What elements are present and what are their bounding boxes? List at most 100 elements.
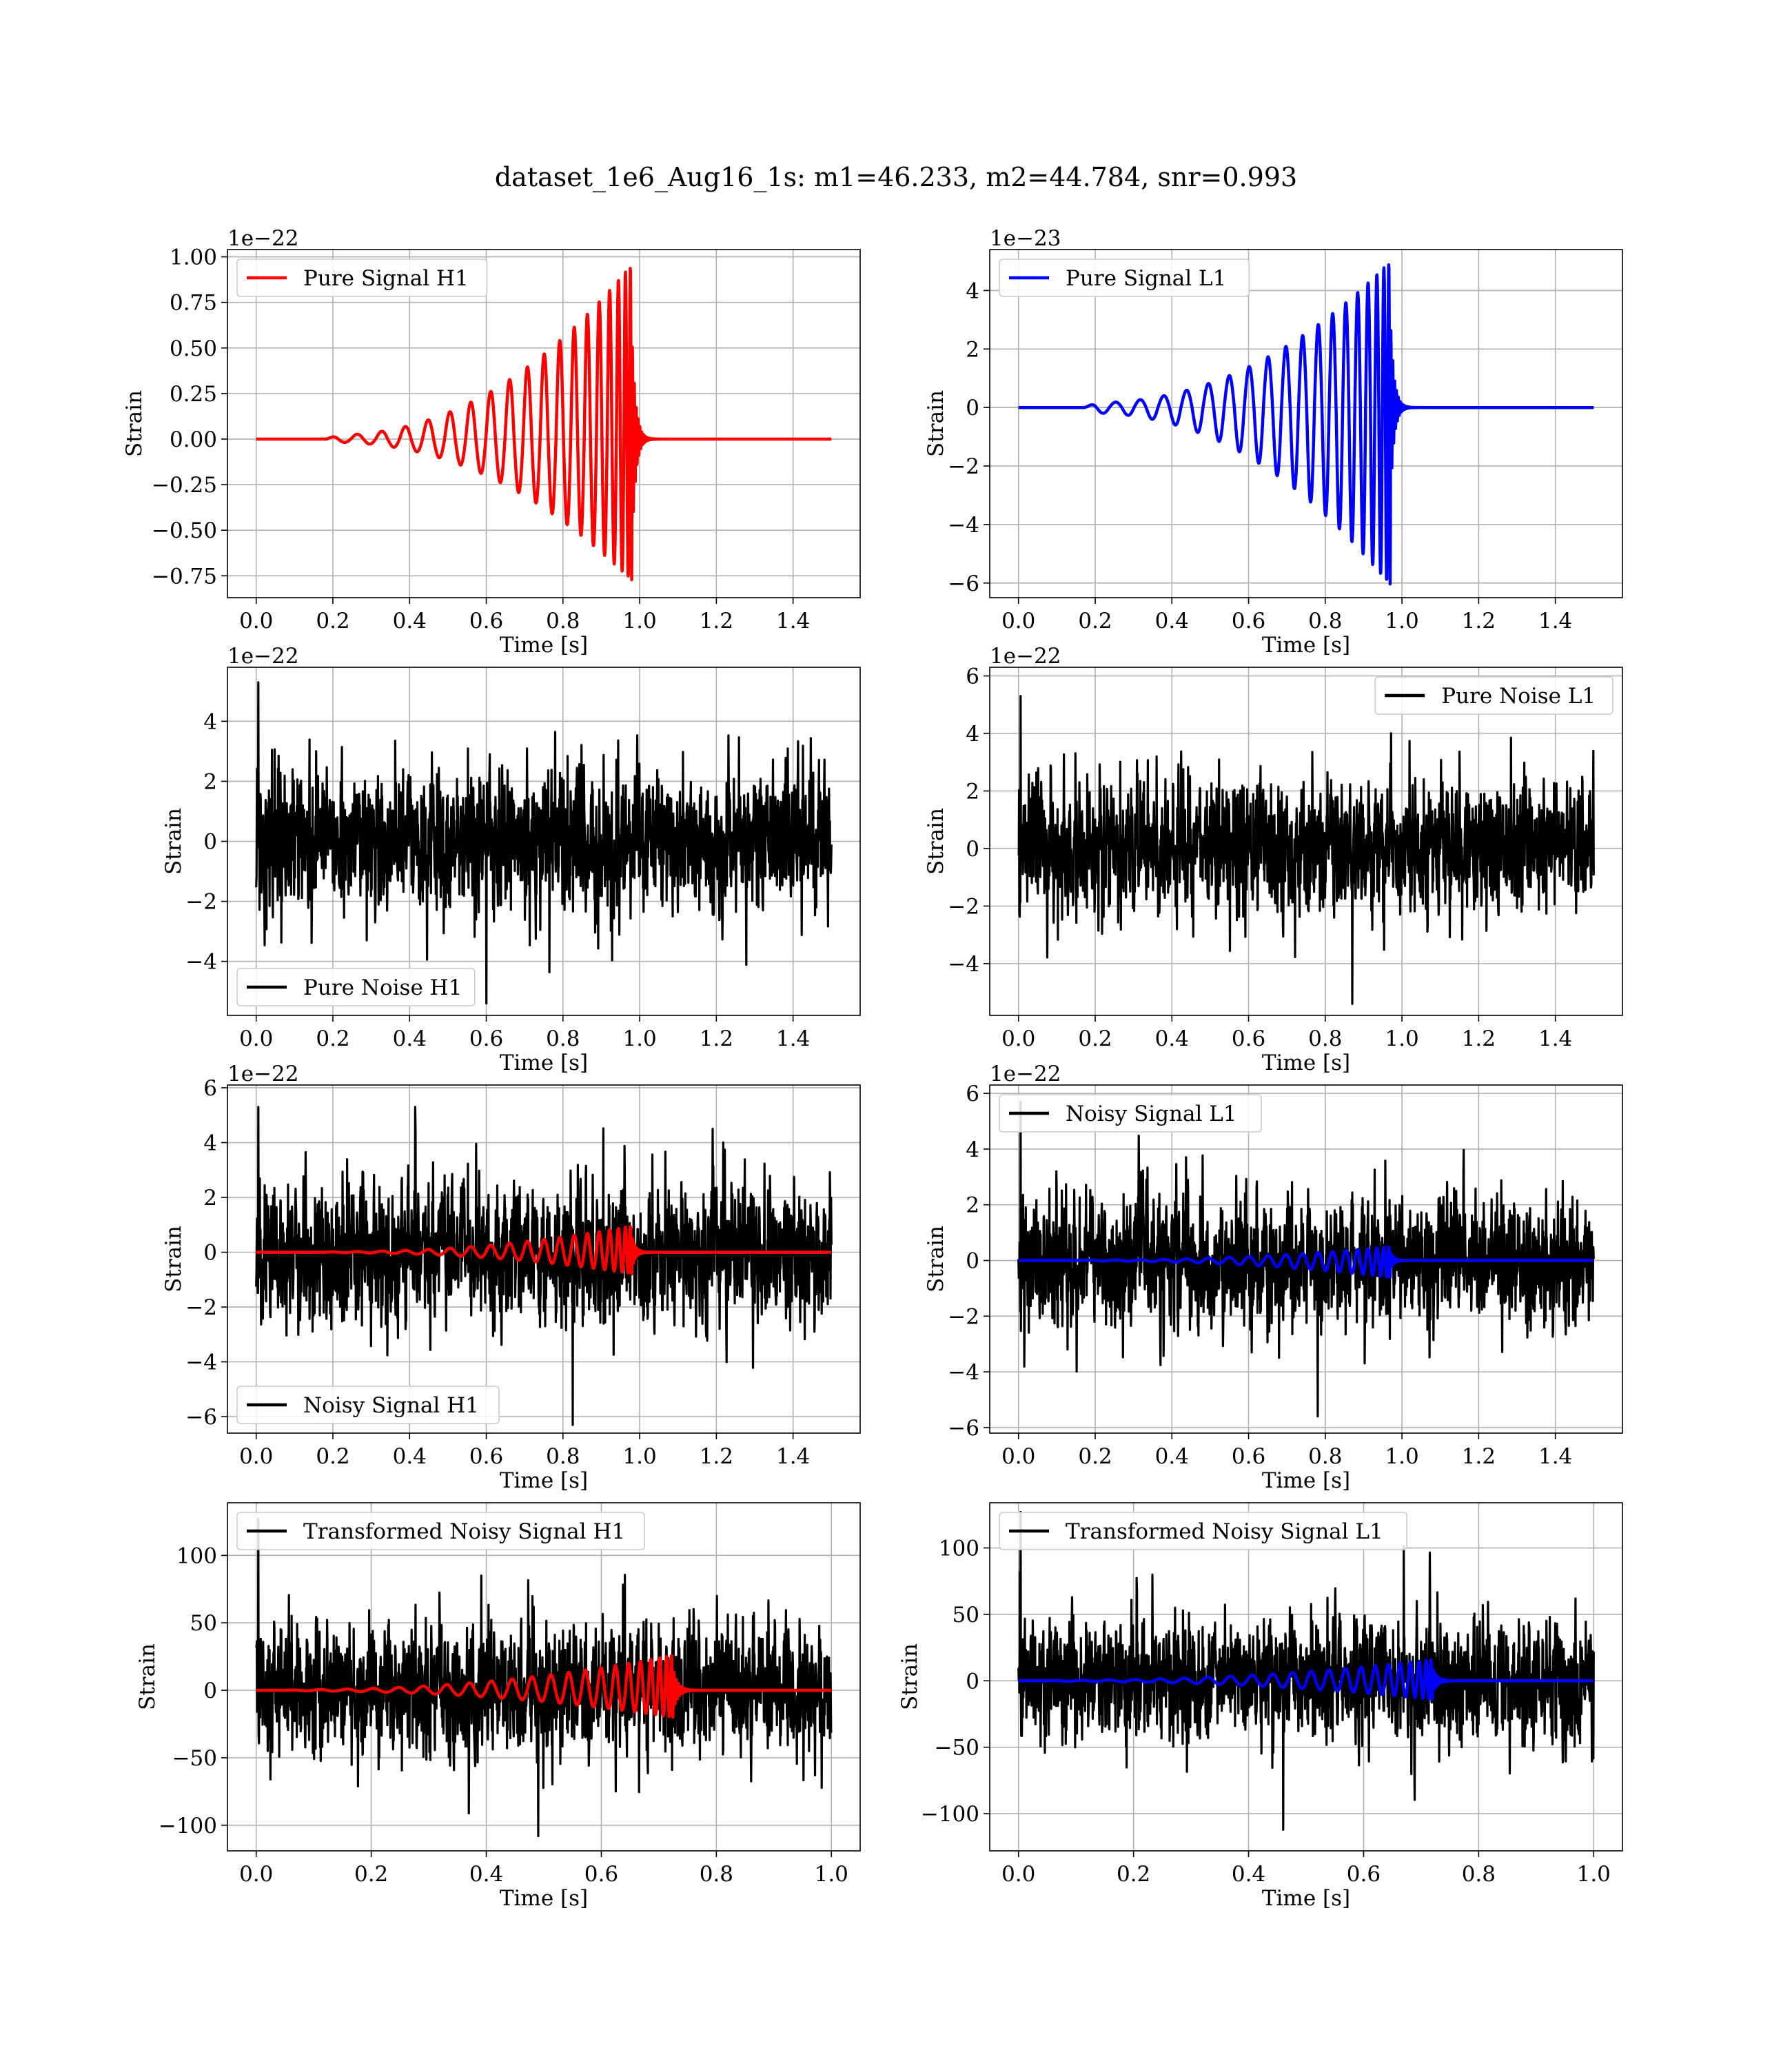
y-tick-label: −100	[921, 1802, 979, 1827]
pure-signal-h1-series	[254, 267, 833, 582]
y-tick-label: −4	[185, 1350, 217, 1375]
pure-noise-l1-legend: Pure Noise L1	[1374, 676, 1613, 715]
transformed-noisy-signal-l1-axes: 0.0 0.2 0.4 0.6 0.8 1.0 −100 −50 0 50 100 Time [s] S…	[897, 1502, 1623, 1911]
y-tick-label: 0.75	[170, 291, 217, 316]
x-tick-label: 1.2	[700, 609, 733, 633]
x-tick-label: 0.6	[469, 1026, 503, 1051]
y-tick-label: 4	[966, 1137, 979, 1162]
y-tick-label: 6	[966, 1082, 979, 1106]
x-tick-label: 1.2	[1462, 609, 1496, 633]
y-tick-label: 0	[203, 830, 217, 855]
x-tick-label: 1.0	[1577, 1862, 1611, 1887]
x-tick-label: 1.4	[1538, 1026, 1572, 1051]
series-line-pure-signal-l1	[1017, 263, 1596, 586]
legend-box	[999, 258, 1250, 297]
legend-box	[999, 1512, 1408, 1550]
x-tick-label: 0.4	[393, 1026, 427, 1051]
noisy-signal-l1-legend: Noisy Signal L1	[999, 1094, 1262, 1133]
y-tick-label: 0.25	[170, 382, 217, 407]
pure-noise-h1-ylabel: Strain	[161, 808, 186, 875]
legend-box	[236, 1512, 646, 1550]
pure-signal-l1-ylabel: Strain	[924, 390, 948, 457]
x-tick-label: 0.6	[469, 1444, 503, 1469]
y-tick-label: 0	[203, 1679, 217, 1703]
x-tick-label: 0.0	[239, 1862, 273, 1887]
x-tick-label: 0.6	[469, 609, 503, 633]
x-tick-label: 0.6	[1232, 1026, 1265, 1051]
series-line-pure-signal-h1	[254, 267, 833, 582]
y-tick-label: −2	[185, 890, 217, 915]
noisy-signal-h1-legend: Noisy Signal H1	[236, 1386, 500, 1424]
noisy-signal-h1-series	[254, 1106, 833, 1426]
y-tick-label: −2	[948, 1304, 979, 1329]
pure-noise-h1-xlabel: Time [s]	[500, 1051, 588, 1075]
pure-signal-l1-frame	[989, 249, 1623, 598]
x-tick-label: 0.8	[546, 609, 580, 633]
noisy-signal-l1-ylabel: Strain	[924, 1226, 948, 1292]
x-tick-label: 0.2	[1078, 1444, 1112, 1469]
x-tick-label: 0.2	[1078, 1026, 1112, 1051]
x-tick-label: 1.2	[700, 1026, 733, 1051]
y-tick-label: −2	[185, 1295, 217, 1320]
x-tick-label: 0.2	[316, 1026, 349, 1051]
x-tick-label: 0.2	[354, 1862, 388, 1887]
x-tick-label: 0.8	[1308, 1026, 1342, 1051]
x-tick-label: 1.0	[622, 1026, 656, 1051]
x-tick-label: 0.6	[1232, 609, 1265, 633]
transformed-noisy-signal-h1-ylabel: Strain	[135, 1643, 160, 1710]
transformed-noisy-signal-h1-series	[254, 1517, 833, 1838]
y-tick-label: 0	[966, 1249, 979, 1274]
pure-signal-h1-axes: 0.0 0.2 0.4 0.6 0.8 1.0 1.2 1.4 −0.75 −0.50 −0.25 0…	[122, 226, 861, 658]
x-tick-label: 0.8	[1308, 1444, 1342, 1469]
series-line-transformed-pure-signal-l1	[1017, 1658, 1596, 1701]
y-tick-label: 4	[203, 1131, 217, 1156]
x-tick-label: 1.4	[1538, 609, 1572, 633]
x-tick-label: 1.0	[622, 609, 656, 633]
y-tick-label: 0.00	[170, 427, 217, 452]
y-tick-label: 2	[966, 779, 979, 804]
pure-noise-l1-offset-text: 1e−22	[990, 644, 1061, 669]
transformed-noisy-signal-h1-legend: Transformed Noisy Signal H1	[236, 1512, 646, 1550]
y-tick-label: −0.50	[152, 518, 217, 543]
y-tick-label: 4	[203, 709, 217, 734]
pure-signal-l1-axes: 0.0 0.2 0.4 0.6 0.8 1.0 1.2 1.4 −6 −4 −2 0 2 4 Time [s…	[924, 226, 1623, 658]
series-line-pure-noise-h1	[255, 681, 833, 1005]
y-tick-label: −6	[185, 1405, 217, 1430]
x-tick-label: 0.4	[469, 1862, 503, 1887]
y-tick-label: 6	[203, 1076, 217, 1101]
x-tick-label: 0.6	[584, 1862, 618, 1887]
y-tick-label: −0.75	[152, 564, 217, 589]
series-line-pure-signal-l1	[1017, 1245, 1596, 1279]
legend-box	[1374, 676, 1613, 715]
pure-noise-l1-xlabel: Time [s]	[1262, 1051, 1350, 1075]
pure-noise-l1-frame	[989, 667, 1623, 1016]
x-tick-label: 0.2	[1078, 609, 1112, 633]
x-tick-label: 0.8	[1308, 609, 1342, 633]
y-tick-label: 0.50	[170, 336, 217, 361]
x-tick-label: 1.0	[622, 1444, 656, 1469]
noisy-signal-l1-axes: 0.0 0.2 0.4 0.6 0.8 1.0 1.2 1.4 −6 −4 −2 0 2 4 6 Time […	[924, 1062, 1623, 1493]
pure-signal-h1-offset-text: 1e−22	[227, 226, 299, 251]
series-line-noisy-signal-l1	[1017, 1100, 1595, 1418]
x-tick-label: 0.8	[700, 1862, 733, 1887]
series-line-pure-signal-h1	[254, 1225, 833, 1275]
pure-signal-h1-plot-area	[227, 250, 860, 598]
x-tick-label: 0.2	[1117, 1862, 1150, 1887]
legend-label: Noisy Signal L1	[1066, 1102, 1237, 1126]
x-tick-label: 0.0	[1001, 609, 1035, 633]
transformed-noisy-signal-l1-frame	[989, 1502, 1623, 1852]
y-tick-label: −50	[172, 1746, 217, 1771]
transformed-noisy-signal-l1-xlabel: Time [s]	[1262, 1886, 1350, 1911]
x-tick-label: 1.4	[776, 1026, 810, 1051]
legend-box	[236, 968, 476, 1006]
legend-label: Transformed Noisy Signal L1	[1066, 1519, 1383, 1544]
x-tick-label: 0.0	[239, 609, 273, 633]
y-tick-label: 2	[203, 769, 217, 794]
y-tick-label: 100	[939, 1537, 979, 1561]
legend-label: Pure Noise H1	[303, 975, 462, 1000]
x-tick-label: 0.6	[1347, 1862, 1381, 1887]
noisy-signal-h1-offset-text: 1e−22	[227, 1062, 299, 1086]
y-tick-label: −6	[948, 1416, 979, 1441]
x-tick-label: 0.0	[239, 1444, 273, 1469]
x-tick-label: 0.8	[1462, 1862, 1496, 1887]
